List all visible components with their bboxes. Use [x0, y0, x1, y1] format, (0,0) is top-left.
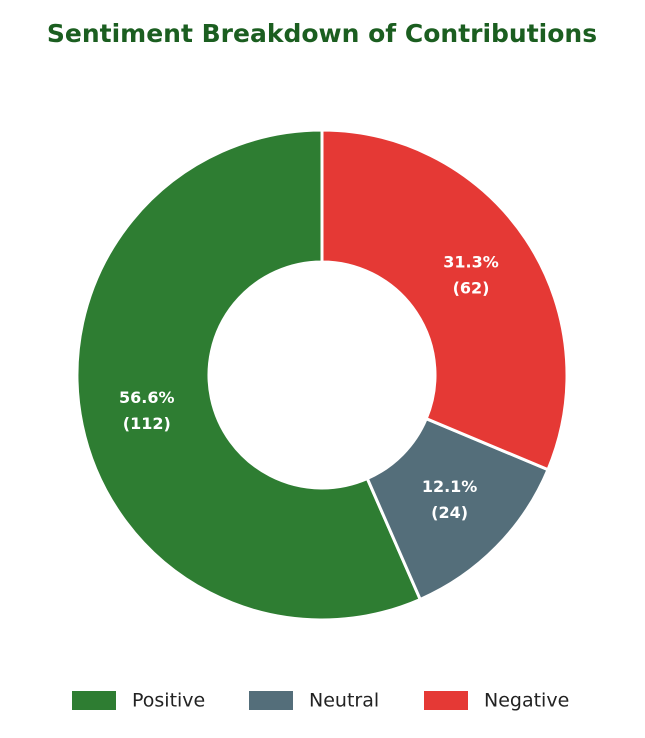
chart-title: Sentiment Breakdown of Contributions — [47, 19, 597, 48]
legend-swatch — [424, 691, 468, 710]
slice-percent-label: 12.1% — [422, 477, 478, 496]
slice — [365, 416, 550, 602]
slice-percent-label: 31.3% — [443, 252, 499, 271]
legend-label: Positive — [132, 690, 205, 712]
legend-swatch — [72, 691, 116, 710]
slice-value-label: (62) — [453, 278, 490, 297]
legend-label: Negative — [484, 690, 569, 712]
slice-percent-label: 56.6% — [119, 388, 175, 407]
slice-value-label: (24) — [431, 503, 468, 522]
legend-swatch — [249, 691, 293, 710]
slice — [320, 128, 569, 472]
legend-label: Neutral — [309, 690, 379, 712]
slice — [75, 128, 423, 622]
slice-value-label: (112) — [123, 414, 171, 433]
